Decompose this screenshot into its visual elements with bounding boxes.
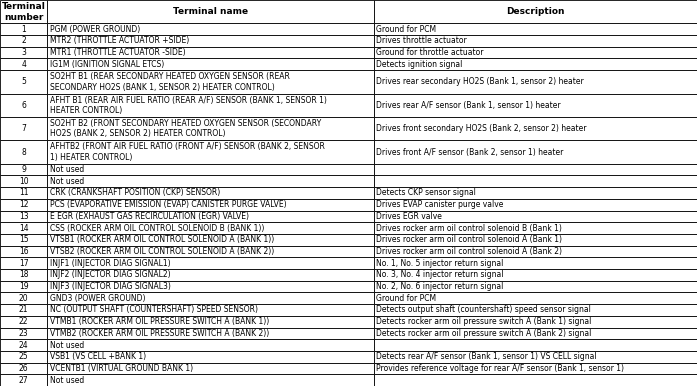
Text: NC (OUTPUT SHAFT (COUNTERSHAFT) SPEED SENSOR): NC (OUTPUT SHAFT (COUNTERSHAFT) SPEED SE… [50,305,258,315]
Text: Not used: Not used [50,165,84,174]
Bar [0,164,47,176]
Text: Drives rear secondary HO2S (Bank 1, sensor 2) heater: Drives rear secondary HO2S (Bank 1, sens… [376,77,584,86]
Bar [47,257,374,269]
Text: 10: 10 [19,177,29,186]
Bar [0,199,47,210]
Bar [0,141,47,164]
Bar [47,245,374,257]
Bar [374,374,697,386]
Bar [0,281,47,293]
Text: Drives throttle actuator: Drives throttle actuator [376,36,467,46]
Bar [47,210,374,222]
Bar [47,281,374,293]
Text: INJF1 (INJECTOR DIAG SIGNAL1): INJF1 (INJECTOR DIAG SIGNAL1) [50,259,171,267]
Bar [47,187,374,199]
Bar [374,293,697,304]
Text: No. 2, No. 6 injector return signal: No. 2, No. 6 injector return signal [376,282,504,291]
Bar [47,117,374,141]
Text: 27: 27 [19,376,29,385]
Bar [47,59,374,70]
Bar [47,141,374,164]
Bar [374,281,697,293]
Bar [374,70,697,93]
Bar [47,339,374,351]
Bar [374,187,697,199]
Bar [47,24,374,35]
Bar [374,176,697,187]
Text: MTR1 (THROTTLE ACTUATOR -SIDE): MTR1 (THROTTLE ACTUATOR -SIDE) [50,48,186,57]
Text: E EGR (EXHAUST GAS RECIRCULATION (EGR) VALVE): E EGR (EXHAUST GAS RECIRCULATION (EGR) V… [50,212,250,221]
Bar [0,316,47,327]
Bar [0,176,47,187]
Text: 24: 24 [19,340,29,350]
Bar [0,59,47,70]
Bar [47,362,374,374]
Text: 23: 23 [19,329,29,338]
Text: CRK (CRANKSHAFT POSITION (CKP) SENSOR): CRK (CRANKSHAFT POSITION (CKP) SENSOR) [50,188,220,198]
Bar [47,351,374,362]
Bar [374,24,697,35]
Bar [0,117,47,141]
Text: 17: 17 [19,259,29,267]
Text: INJF3 (INJECTOR DIAG SIGNAL3): INJF3 (INJECTOR DIAG SIGNAL3) [50,282,171,291]
Text: 22: 22 [19,317,29,326]
Text: Drives rocker arm oil control solenoid B (Bank 1): Drives rocker arm oil control solenoid B… [376,223,562,233]
Text: 2: 2 [22,36,26,46]
Text: Drives front secondary HO2S (Bank 2, sensor 2) heater: Drives front secondary HO2S (Bank 2, sen… [376,124,587,133]
Text: No. 1, No. 5 injector return signal: No. 1, No. 5 injector return signal [376,259,504,267]
Text: Detects CKP sensor signal: Detects CKP sensor signal [376,188,476,198]
Bar [0,234,47,245]
Bar [47,164,374,176]
Text: Drives front A/F sensor (Bank 2, sensor 1) heater: Drives front A/F sensor (Bank 2, sensor … [376,147,564,157]
Bar [47,234,374,245]
Bar [374,269,697,281]
Bar [47,70,374,93]
Text: 19: 19 [19,282,29,291]
Text: MTR2 (THROTTLE ACTUATOR +SIDE): MTR2 (THROTTLE ACTUATOR +SIDE) [50,36,190,46]
Bar [374,199,697,210]
Text: 14: 14 [19,223,29,233]
Bar [47,47,374,59]
Text: CSS (ROCKER ARM OIL CONTROL SOLENOID B (BANK 1)): CSS (ROCKER ARM OIL CONTROL SOLENOID B (… [50,223,265,233]
Text: No. 3, No. 4 injector return signal: No. 3, No. 4 injector return signal [376,270,504,279]
Bar [374,362,697,374]
Bar [374,257,697,269]
Bar [47,93,374,117]
Text: INJF2 (INJECTOR DIAG SIGNAL2): INJF2 (INJECTOR DIAG SIGNAL2) [50,270,171,279]
Bar [374,304,697,316]
Text: 12: 12 [19,200,29,209]
Text: SO2HT B2 (FRONT SECONDARY HEATED OXYGEN SENSOR (SECONDARY
HO2S (BANK 2, SENSOR 2: SO2HT B2 (FRONT SECONDARY HEATED OXYGEN … [50,119,321,138]
Bar [374,117,697,141]
Bar [0,362,47,374]
Text: SO2HT B1 (REAR SECONDARY HEATED OXYGEN SENSOR (REAR
SECONDARY HO2S (BANK 1, SENS: SO2HT B1 (REAR SECONDARY HEATED OXYGEN S… [50,72,290,91]
Text: GND3 (POWER GROUND): GND3 (POWER GROUND) [50,294,146,303]
Text: 6: 6 [22,101,26,110]
Text: Drives rocker arm oil control solenoid A (Bank 2): Drives rocker arm oil control solenoid A… [376,247,562,256]
Bar [47,199,374,210]
Bar [374,141,697,164]
Text: 13: 13 [19,212,29,221]
Bar [47,316,374,327]
Text: 18: 18 [19,270,29,279]
Text: 1: 1 [22,25,26,34]
Text: Description: Description [506,7,565,16]
Text: Drives rocker arm oil control solenoid A (Bank 1): Drives rocker arm oil control solenoid A… [376,235,562,244]
Text: Drives EVAP canister purge valve: Drives EVAP canister purge valve [376,200,504,209]
Text: Terminal name: Terminal name [173,7,248,16]
Bar [0,269,47,281]
Text: Terminal
number: Terminal number [2,2,45,22]
Text: AFHT B1 (REAR AIR FUEL RATIO (REAR A/F) SENSOR (BANK 1, SENSOR 1)
HEATER CONTROL: AFHT B1 (REAR AIR FUEL RATIO (REAR A/F) … [50,96,327,115]
Text: PGM (POWER GROUND): PGM (POWER GROUND) [50,25,140,34]
Text: Ground for throttle actuator: Ground for throttle actuator [376,48,484,57]
Bar [47,374,374,386]
Text: 20: 20 [19,294,29,303]
Bar [0,70,47,93]
Text: Detects output shaft (countershaft) speed sensor signal: Detects output shaft (countershaft) spee… [376,305,591,315]
Text: Drives rear A/F sensor (Bank 1, sensor 1) heater: Drives rear A/F sensor (Bank 1, sensor 1… [376,101,561,110]
Bar [374,339,697,351]
Text: 25: 25 [19,352,29,361]
Bar [374,47,697,59]
Bar [0,351,47,362]
Text: 21: 21 [19,305,29,315]
Text: 8: 8 [22,147,26,157]
